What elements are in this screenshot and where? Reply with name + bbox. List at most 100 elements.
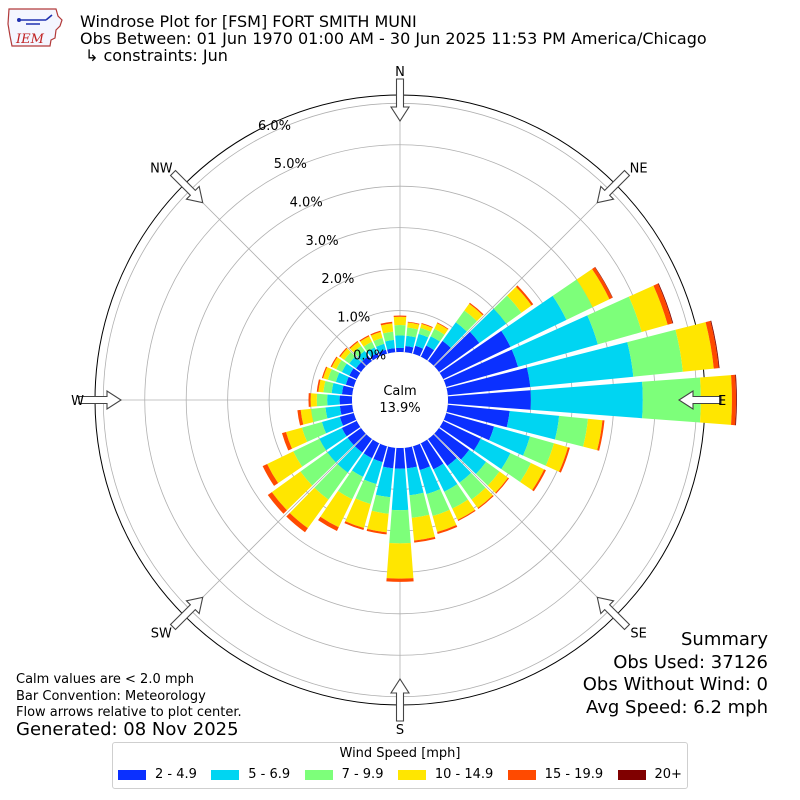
direction-label-se: SE: [630, 627, 646, 642]
wind-bar-segment: [331, 383, 344, 395]
wind-bar-segment: [339, 412, 357, 426]
wind-bar-segment: [469, 308, 507, 343]
wind-bar-segment: [592, 267, 613, 300]
wind-bar-segment: [407, 322, 420, 330]
wind-bar-segment: [349, 368, 361, 380]
legend-swatch: [507, 769, 536, 780]
wind-bar-segment: [530, 381, 643, 419]
legend-item: 5 - 6.9: [211, 767, 290, 782]
wind-bar-segment: [452, 499, 475, 520]
wind-bar-segment: [267, 492, 288, 514]
wind-bar-segment: [286, 512, 308, 533]
wind-bar-segment: [318, 379, 326, 393]
direction-label-sw: SW: [151, 627, 172, 642]
summary-obs-used: Obs Used: 37126: [613, 651, 768, 673]
note-arrows: Flow arrows relative to plot center.: [16, 705, 242, 720]
wind-bar-segment: [335, 372, 349, 385]
wind-bar-segment: [364, 458, 383, 485]
wind-bar-segment: [293, 438, 327, 467]
direction-label-nw: NW: [150, 161, 173, 176]
wind-bar-segment: [341, 363, 354, 376]
wind-bar-segment: [349, 341, 362, 353]
wind-bar-segment: [321, 416, 344, 434]
wind-bar-segment: [394, 447, 406, 469]
wind-bar-segment: [353, 345, 365, 357]
wind-bar-segment: [336, 360, 347, 372]
wind-bar-segment: [349, 356, 362, 369]
wind-bar-segment: [442, 322, 467, 348]
wind-bar-segment: [395, 335, 405, 348]
wind-bar-segment: [471, 487, 493, 508]
wind-bar-segment: [545, 443, 568, 472]
direction-arrows: N NE E SE S SW W NW: [71, 65, 726, 738]
wind-bar-segment: [310, 407, 328, 423]
wind-bar-segment: [394, 325, 406, 336]
wind-bar-segment: [446, 367, 531, 396]
calm-label: Calm: [383, 384, 416, 399]
wind-bar-segment: [430, 328, 445, 342]
radial-tick-label: 6.0%: [258, 119, 291, 134]
wind-bar-segment: [267, 451, 303, 484]
legend-item: 7 - 9.9: [304, 767, 383, 782]
wind-bar-segment: [439, 420, 481, 451]
radial-tick-label: 3.0%: [306, 234, 339, 249]
wind-bar-segment: [464, 303, 483, 322]
direction-label-e: E: [718, 394, 726, 409]
direction-label-n: N: [395, 65, 405, 80]
wind-bar-segment: [383, 331, 394, 342]
wind-bar-segment: [344, 352, 356, 364]
wind-bar-segment: [354, 434, 372, 453]
direction-arrow-icon: [169, 596, 204, 631]
wind-bar-segment: [420, 323, 433, 332]
wind-bar-segment: [434, 323, 449, 335]
wind-bar-segment: [434, 331, 480, 372]
wind-bar-segment: [349, 340, 359, 349]
wind-bar-segment: [433, 463, 458, 492]
wind-bar-segment: [363, 439, 380, 459]
legend-swatch: [118, 769, 146, 780]
wind-bar-segment: [345, 376, 357, 388]
legend-item: 15 - 19.9: [507, 767, 603, 782]
wind-bar-segment: [396, 347, 404, 353]
wind-bar-segment: [300, 408, 314, 425]
wind-bar-segment: [434, 428, 470, 460]
wind-bar-segment: [316, 393, 328, 407]
radial-tick-label: 0.0%: [353, 349, 386, 364]
wind-bar-segment: [477, 495, 494, 509]
direction-arrow-icon: [389, 78, 411, 123]
wind-bar-segment: [380, 323, 394, 334]
plot-notes: Calm values are < 2.0 mph Bar Convention…: [16, 672, 242, 722]
wind-bar-segment: [386, 578, 414, 582]
wind-bar-segment: [331, 357, 342, 370]
calm-circle: [352, 352, 448, 448]
wind-bar-segment: [426, 489, 450, 517]
wind-bar-segment: [455, 310, 477, 332]
wind-bar-segment: [447, 390, 531, 410]
wind-bar-segment: [404, 346, 414, 354]
wind-bar-segment: [285, 427, 308, 449]
wind-bar-segment: [705, 320, 719, 369]
wind-bar-segment: [409, 492, 430, 518]
logo-text: IEM: [15, 32, 45, 47]
iem-logo: IEM: [6, 6, 64, 50]
wind-bar-segment: [428, 340, 451, 366]
wind-bar-segment: [310, 393, 317, 407]
wind-bar-segment: [319, 428, 347, 451]
wind-bar-segment: [532, 469, 546, 492]
grid-spoke: [184, 399, 401, 616]
wind-barb-icon: [19, 14, 53, 25]
wind-bar-segment: [628, 285, 668, 333]
wind-bar-segment: [597, 420, 605, 451]
wind-bar-segment: [443, 349, 519, 388]
wind-bar-segment: [345, 498, 371, 529]
chart-constraints: ↳ constraints: Jun: [85, 46, 228, 65]
note-convention: Bar Convention: Meteorology: [16, 688, 206, 704]
wind-bar-segment: [300, 452, 336, 486]
wind-bar-segment: [507, 286, 532, 313]
direction-arrow-icon: [596, 169, 631, 204]
radial-tick-label: 4.0%: [290, 195, 323, 210]
wind-bar-segment: [552, 279, 593, 320]
wind-bar-segment: [308, 393, 311, 407]
wind-bar-segment: [360, 336, 372, 347]
wind-bar-segment: [515, 285, 534, 306]
